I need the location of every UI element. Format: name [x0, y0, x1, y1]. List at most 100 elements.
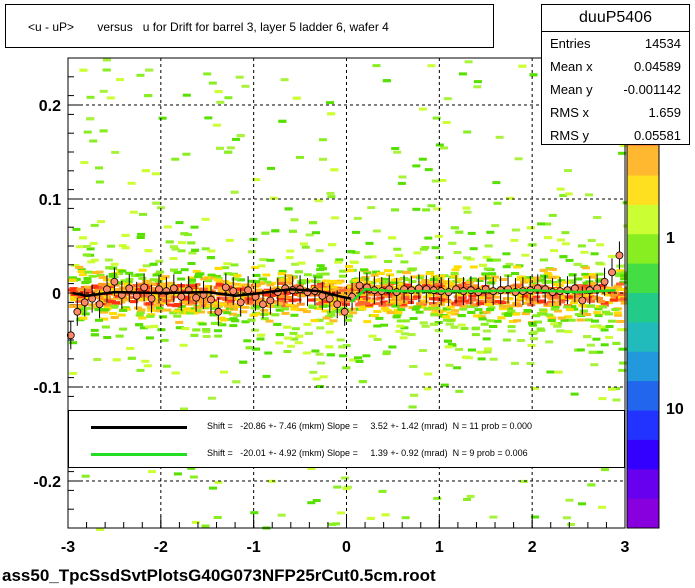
density-cell — [396, 292, 405, 296]
density-cell — [151, 293, 160, 297]
density-cell — [611, 295, 620, 299]
density-cell — [97, 297, 106, 301]
density-cell — [283, 325, 292, 329]
density-cell — [285, 256, 294, 260]
density-cell — [103, 298, 112, 302]
density-cell — [442, 286, 451, 290]
density-cell — [375, 316, 384, 320]
density-cell — [350, 260, 359, 264]
density-cell — [394, 310, 403, 314]
density-cell — [539, 268, 548, 272]
density-cell — [362, 354, 371, 358]
density-cell — [317, 361, 326, 365]
density-cell — [590, 252, 599, 256]
density-cell — [358, 307, 367, 311]
density-cell — [275, 308, 284, 312]
density-cell — [226, 146, 235, 150]
density-cell — [252, 280, 260, 284]
density-cell — [267, 293, 276, 297]
density-cell — [284, 274, 293, 278]
density-cell — [214, 266, 223, 270]
density-cell — [564, 192, 573, 196]
density-cell — [174, 303, 183, 306]
density-cell — [463, 130, 472, 134]
density-cell — [395, 254, 404, 257]
density-cell — [174, 288, 183, 291]
fit-legend-line-black — [91, 426, 187, 429]
density-cell — [188, 307, 197, 311]
density-cell — [138, 268, 147, 272]
density-cell — [423, 307, 432, 311]
density-cell — [486, 230, 495, 234]
density-cell — [368, 255, 377, 259]
density-cell — [489, 357, 498, 361]
density-cell — [204, 279, 213, 283]
density-cell — [408, 280, 417, 284]
density-cell — [473, 80, 482, 84]
density-cell — [70, 298, 79, 302]
density-cell — [560, 298, 569, 302]
density-cell — [598, 325, 606, 329]
density-cell — [430, 313, 439, 317]
density-cell — [221, 280, 230, 284]
density-cell — [239, 360, 248, 364]
density-cell — [477, 357, 486, 361]
density-cell — [180, 407, 188, 411]
density-cell — [168, 292, 177, 296]
density-cell — [124, 280, 133, 284]
density-cell — [471, 284, 480, 288]
density-cell — [382, 79, 391, 83]
colorbar-segment — [627, 351, 659, 382]
density-cell — [338, 274, 347, 278]
density-cell — [81, 312, 90, 316]
density-cell — [355, 359, 364, 363]
density-cell — [514, 157, 523, 161]
density-cell — [241, 84, 250, 88]
density-cell — [198, 322, 207, 326]
density-cell — [81, 474, 90, 478]
density-cell — [570, 307, 579, 311]
density-cell — [516, 277, 525, 281]
density-cell — [203, 72, 212, 76]
density-cell — [245, 297, 254, 301]
density-cell — [424, 168, 433, 172]
density-cell — [263, 280, 272, 284]
density-cell — [224, 304, 233, 308]
density-cell — [175, 221, 184, 225]
density-cell — [537, 312, 545, 316]
density-cell — [95, 180, 104, 184]
density-cell — [381, 306, 389, 310]
density-cell — [226, 281, 235, 285]
density-cell — [110, 262, 119, 266]
density-cell — [605, 301, 614, 305]
density-cell — [84, 285, 93, 289]
density-cell — [157, 328, 166, 332]
density-cell — [362, 290, 371, 294]
density-cell — [155, 309, 164, 313]
density-cell — [540, 274, 549, 278]
density-cell — [186, 311, 194, 315]
density-cell — [230, 190, 239, 194]
density-cell — [588, 275, 597, 279]
density-cell — [100, 310, 109, 314]
density-cell — [426, 280, 435, 284]
density-cell — [615, 274, 624, 278]
density-cell — [189, 309, 198, 313]
density-cell — [146, 306, 155, 309]
density-cell — [169, 245, 178, 249]
density-cell — [510, 361, 519, 365]
density-cell — [90, 285, 99, 289]
density-cell — [438, 179, 447, 182]
density-cell — [435, 283, 444, 287]
density-cell — [499, 278, 508, 281]
profile-point — [66, 331, 75, 340]
density-cell — [349, 358, 358, 362]
density-cell — [568, 305, 577, 309]
density-cell — [397, 282, 406, 286]
density-cell — [548, 267, 557, 271]
density-cell — [507, 309, 516, 313]
density-cell — [512, 312, 521, 316]
density-cell — [554, 370, 563, 374]
density-cell — [158, 315, 167, 319]
density-cell — [569, 301, 578, 305]
